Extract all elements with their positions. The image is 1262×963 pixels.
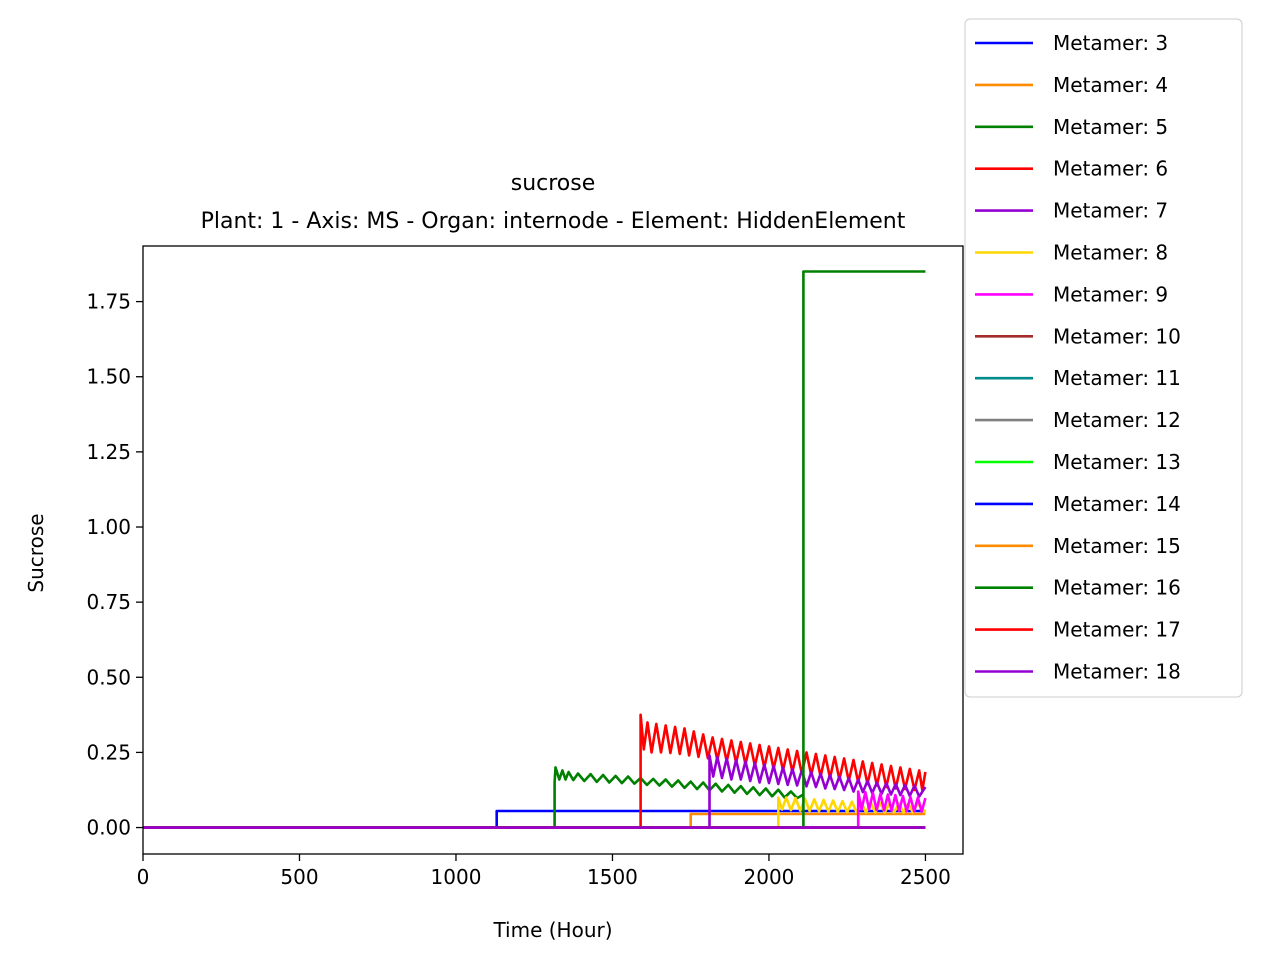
series-layer xyxy=(143,270,927,829)
legend-label: Metamer: 17 xyxy=(1053,618,1181,642)
legend-label: Metamer: 14 xyxy=(1053,492,1181,516)
legend-label: Metamer: 6 xyxy=(1053,157,1168,181)
series-line-2 xyxy=(143,812,926,829)
x-tick-label: 0 xyxy=(137,865,150,889)
y-axis-label: Sucrose xyxy=(24,513,48,592)
y-tick-label: 1.75 xyxy=(86,290,131,314)
y-axis: 0.00 0.25 0.50 0.75 1.00 1.25 1.50 1.75 xyxy=(86,290,143,840)
legend-label: Metamer: 15 xyxy=(1053,534,1181,558)
legend-label: Metamer: 3 xyxy=(1053,31,1168,55)
y-tick-label: 0.50 xyxy=(86,665,131,689)
series-line-5 xyxy=(143,754,927,829)
y-tick-label: 1.00 xyxy=(86,515,131,539)
x-axis-label: Time (Hour) xyxy=(492,918,612,942)
legend-label: Metamer: 5 xyxy=(1053,115,1168,139)
legend-label: Metamer: 8 xyxy=(1053,241,1168,265)
chart-title: sucrose xyxy=(511,171,596,196)
y-tick-label: 0.25 xyxy=(86,740,131,764)
legend-label: Metamer: 4 xyxy=(1053,73,1168,97)
y-tick-label: 0.75 xyxy=(86,590,131,614)
x-tick-label: 1000 xyxy=(431,865,482,889)
legend-label: Metamer: 9 xyxy=(1053,282,1168,306)
x-tick-label: 1500 xyxy=(587,865,638,889)
x-tick-label: 2000 xyxy=(744,865,795,889)
chart-subtitle: Plant: 1 - Axis: MS - Organ: internode -… xyxy=(201,209,906,234)
series-line-3 xyxy=(143,766,805,829)
legend-label: Metamer: 16 xyxy=(1053,576,1181,600)
legend-box xyxy=(964,18,1243,698)
y-tick-label: 1.25 xyxy=(86,440,131,464)
plot-area-frame xyxy=(142,245,964,855)
legend-label: Metamer: 13 xyxy=(1053,450,1181,474)
legend-label: Metamer: 7 xyxy=(1053,199,1168,223)
series-line-14 xyxy=(143,270,926,829)
x-axis: 0 500 1000 1500 2000 2500 xyxy=(137,854,951,889)
legend-label: Metamer: 11 xyxy=(1053,366,1181,390)
legend-label: Metamer: 10 xyxy=(1053,324,1181,348)
series-line-7 xyxy=(143,790,927,829)
x-tick-label: 2500 xyxy=(900,865,951,889)
legend: Metamer: 3 Metamer: 4 Metamer: 5 Metamer: 6… xyxy=(964,18,1243,698)
legend-label: Metamer: 12 xyxy=(1053,408,1181,432)
x-tick-label: 500 xyxy=(280,865,318,889)
series-line-6 xyxy=(143,796,927,829)
y-tick-label: 1.50 xyxy=(86,365,131,389)
series-line-4 xyxy=(143,713,927,829)
legend-label: Metamer: 18 xyxy=(1053,660,1181,684)
y-tick-label: 0.00 xyxy=(86,816,131,840)
